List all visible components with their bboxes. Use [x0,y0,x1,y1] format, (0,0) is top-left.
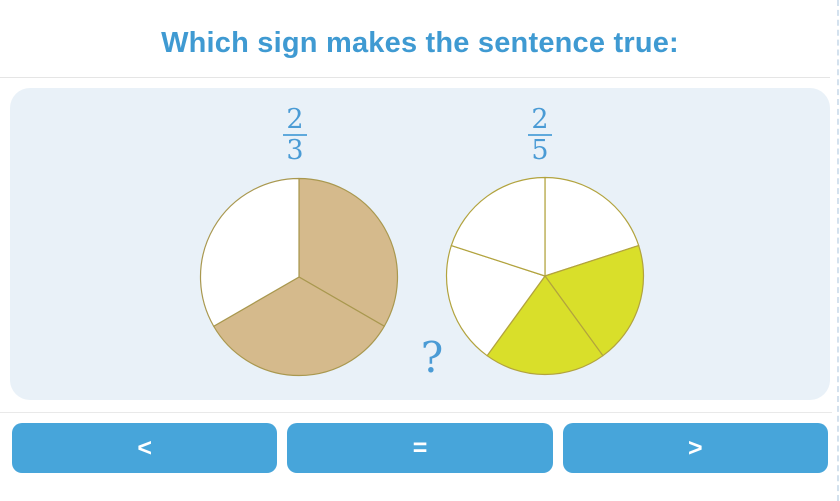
right-fraction-bar [528,134,552,136]
top-divider [0,77,830,78]
bottom-divider [0,412,832,413]
left-pie-svg [199,177,399,377]
right-pie-chart [445,176,645,376]
right-fraction-denominator: 5 [531,135,549,166]
left-fraction-bar [283,134,307,136]
right-pie-svg [445,176,645,376]
right-fraction: 2 5 [510,104,570,166]
question-title: Which sign makes the sentence true: [161,27,679,59]
left-pie-chart [199,177,399,377]
less-than-button[interactable]: < [12,423,278,473]
left-fraction-numerator: 2 [286,104,304,135]
left-fraction-denominator: 3 [286,135,304,166]
problem-panel: 2 3 2 5 ? [10,88,830,400]
unknown-sign-placeholder: ? [420,333,444,382]
equals-button[interactable]: = [287,423,553,473]
right-fraction-numerator: 2 [531,104,549,135]
page-edge-dashed-line [837,0,839,501]
greater-than-button[interactable]: > [562,423,828,473]
left-fraction: 2 3 [265,104,325,166]
answer-button-row: < = > [12,423,828,473]
